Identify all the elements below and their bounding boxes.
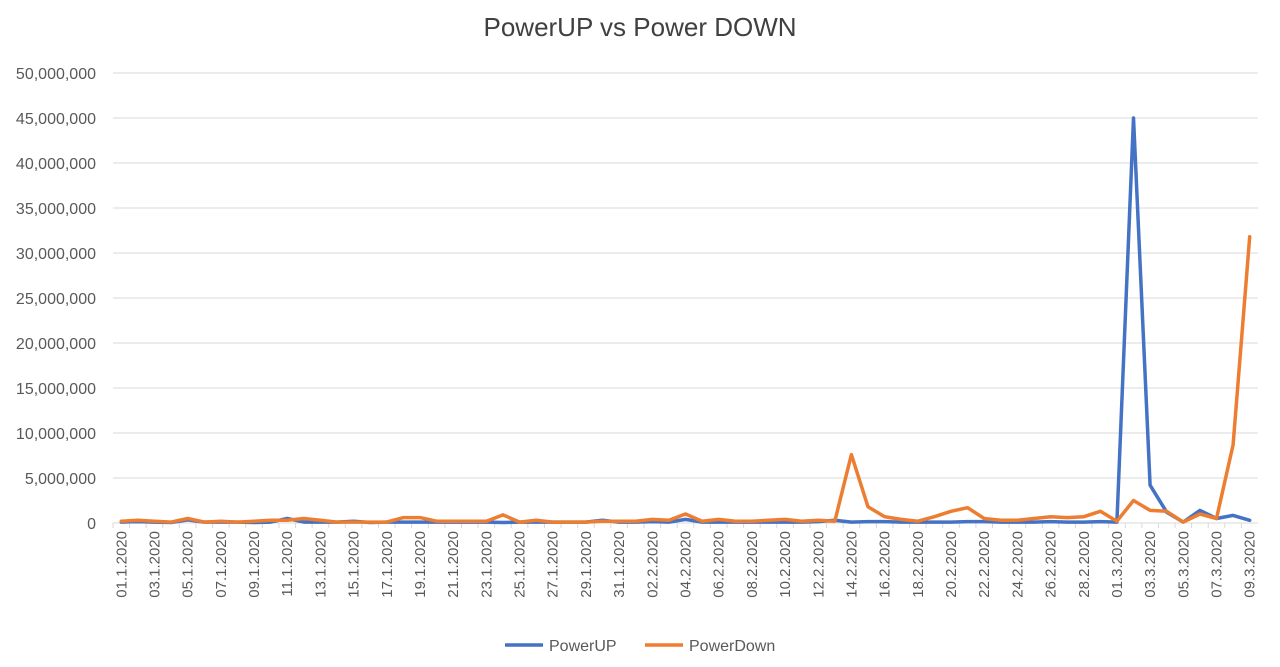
y-tick-label: 15,000,000 (16, 381, 96, 398)
x-tick-label: 23.1.2020 (478, 531, 495, 598)
x-tick-label: 15.1.2020 (346, 531, 363, 598)
y-tick-label: 35,000,000 (16, 201, 96, 218)
legend: PowerUP PowerDown (505, 638, 775, 655)
y-tick-label: 25,000,000 (16, 291, 96, 308)
x-tick-label: 18.2.2020 (910, 531, 927, 598)
x-tick-label: 01.3.2020 (1109, 531, 1126, 598)
x-tick-label: 13.1.2020 (312, 531, 329, 598)
y-tick-label: 0 (87, 516, 96, 533)
series-line-powerdown (119, 235, 1252, 524)
x-tick-label: 10.2.2020 (777, 531, 794, 598)
x-tick-label: 27.1.2020 (545, 531, 562, 598)
x-tick-label: 06.2.2020 (711, 531, 728, 598)
y-tick-label: 10,000,000 (16, 426, 96, 443)
x-tick-label: 02.2.2020 (644, 531, 661, 598)
x-tick-label: 07.1.2020 (213, 531, 230, 598)
y-axis-ticks: 0 5,000,000 10,000,000 15,000,000 20,000,000… (16, 66, 96, 533)
x-tick-label: 26.2.2020 (1043, 531, 1060, 598)
x-tick-label: 05.3.2020 (1175, 531, 1192, 598)
x-tick-label: 09.3.2020 (1242, 531, 1259, 598)
legend-label-powerup: PowerUP (549, 638, 617, 655)
x-tick-label: 17.1.2020 (379, 531, 396, 598)
x-tick-label: 14.2.2020 (843, 531, 860, 598)
x-tick-label: 28.2.2020 (1076, 531, 1093, 598)
x-tick-label: 08.2.2020 (744, 531, 761, 598)
y-tick-label: 20,000,000 (16, 336, 96, 353)
x-tick-label: 22.2.2020 (976, 531, 993, 598)
series-lines (119, 116, 1252, 525)
x-axis-ticks: 01.1.2020 03.1.2020 05.1.2020 07.1.2020 09.1… (112, 523, 1259, 598)
x-tick-label: 19.1.2020 (412, 531, 429, 598)
y-tick-label: 5,000,000 (25, 471, 96, 488)
x-tick-label: 03.3.2020 (1142, 531, 1159, 598)
y-tick-label: 45,000,000 (16, 111, 96, 128)
chart-title: PowerUP vs Power DOWN (483, 12, 797, 42)
x-tick-label: 04.2.2020 (678, 531, 695, 598)
x-tick-label: 29.1.2020 (578, 531, 595, 598)
x-tick-label: 31.1.2020 (611, 531, 628, 598)
x-tick-label: 24.2.2020 (1009, 531, 1026, 598)
x-tick-label: 11.1.2020 (279, 531, 296, 597)
x-tick-label: 25.1.2020 (512, 531, 529, 598)
x-tick-label: 16.2.2020 (877, 531, 894, 598)
x-tick-label: 05.1.2020 (180, 531, 197, 598)
x-tick-label: 12.2.2020 (810, 531, 827, 598)
gridlines (113, 72, 1258, 524)
y-tick-label: 50,000,000 (16, 66, 96, 83)
y-tick-label: 40,000,000 (16, 156, 96, 173)
x-tick-label: 01.1.2020 (113, 531, 130, 598)
x-tick-label: 20.2.2020 (943, 531, 960, 598)
x-tick-label: 09.1.2020 (246, 531, 263, 598)
series-line-powerup (119, 116, 1252, 525)
x-tick-label: 21.1.2020 (445, 531, 462, 598)
legend-label-powerdown: PowerDown (689, 638, 775, 655)
x-tick-label: 03.1.2020 (146, 531, 163, 598)
x-tick-label: 07.3.2020 (1209, 531, 1226, 598)
y-tick-label: 30,000,000 (16, 246, 96, 263)
